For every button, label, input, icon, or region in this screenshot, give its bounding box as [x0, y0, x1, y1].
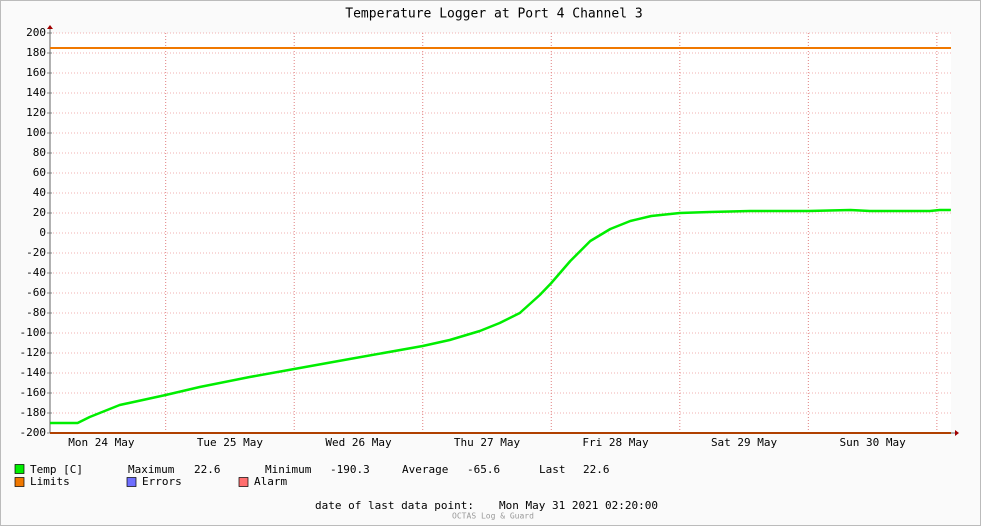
- x-tick-label: Tue 25 May: [197, 436, 264, 449]
- y-tick-label: 20: [33, 206, 46, 219]
- series-line: [50, 208, 951, 425]
- stat-label: Maximum: [128, 463, 175, 476]
- y-tick-label: -120: [20, 346, 47, 359]
- stat-value: -190.3: [330, 463, 370, 476]
- y-tick-label: 60: [33, 166, 46, 179]
- y-tick-label: 40: [33, 186, 46, 199]
- chart-title: Temperature Logger at Port 4 Channel 3: [345, 7, 642, 22]
- y-tick-label: 0: [39, 226, 46, 239]
- y-tick-label: 100: [26, 126, 46, 139]
- x-tick-label: Sun 30 May: [839, 436, 906, 449]
- legend-swatch: [126, 477, 137, 487]
- legend-label: Limits: [30, 475, 70, 488]
- footer-label: date of last data point:: [315, 499, 474, 512]
- y-tick-label: -80: [26, 306, 46, 319]
- y-tick-label: -160: [20, 386, 47, 399]
- footer-value: Mon May 31 2021 02:20:00: [499, 499, 658, 512]
- y-tick-label: -140: [20, 366, 47, 379]
- credit: OCTAS Log & Guard: [452, 512, 534, 521]
- stat-value: -65.6: [467, 463, 500, 476]
- legend-label: Errors: [142, 475, 182, 488]
- stat-value: 22.6: [194, 463, 221, 476]
- x-tick-label: Wed 26 May: [325, 436, 392, 449]
- x-tick-label: Thu 27 May: [454, 436, 521, 449]
- x-tick-label: Sat 29 May: [711, 436, 778, 449]
- legend-swatch: [14, 464, 25, 474]
- stat-label: Minimum: [265, 463, 312, 476]
- x-tick-label: Fri 28 May: [582, 436, 649, 449]
- y-tick-label: 160: [26, 66, 46, 79]
- y-tick-label: -40: [26, 266, 46, 279]
- axis-arrow: [955, 430, 959, 436]
- legend-swatch: [238, 477, 249, 487]
- legend-swatch: [14, 477, 25, 487]
- y-tick-label: -100: [20, 326, 47, 339]
- y-tick-label: 200: [26, 26, 46, 39]
- legend-label: Temp [C]: [30, 463, 83, 476]
- x-tick-label: Mon 24 May: [68, 436, 135, 449]
- y-tick-label: 140: [26, 86, 46, 99]
- stat-label: Last: [539, 463, 566, 476]
- y-tick-label: -180: [20, 406, 47, 419]
- y-tick-label: -20: [26, 246, 46, 259]
- y-tick-label: -200: [20, 426, 47, 439]
- y-tick-label: 120: [26, 106, 46, 119]
- y-tick-label: -60: [26, 286, 46, 299]
- y-tick-label: 180: [26, 46, 46, 59]
- legend-label: Alarm: [254, 475, 287, 488]
- stat-value: 22.6: [583, 463, 610, 476]
- stat-label: Average: [402, 463, 448, 476]
- y-tick-label: 80: [33, 146, 46, 159]
- axis-arrow: [47, 25, 53, 29]
